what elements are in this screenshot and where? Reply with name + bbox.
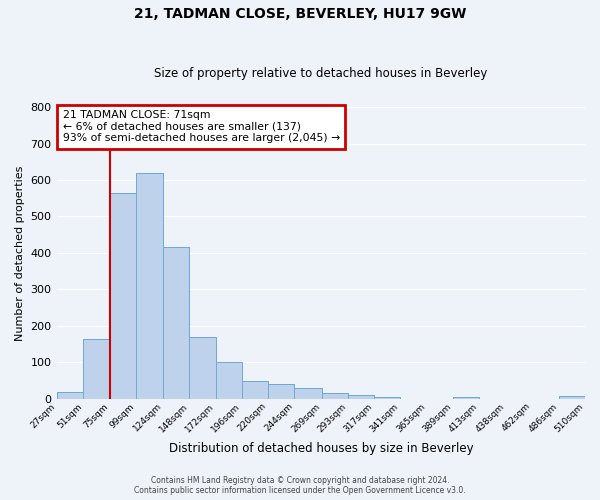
Text: 21, TADMAN CLOSE, BEVERLEY, HU17 9GW: 21, TADMAN CLOSE, BEVERLEY, HU17 9GW (134, 8, 466, 22)
Bar (559, 396, 585, 399)
Bar (110, 193, 136, 399)
Bar (322, 394, 348, 399)
Bar (136, 172, 163, 399)
Bar (348, 395, 374, 399)
Bar (190, 337, 215, 399)
Bar (163, 248, 190, 399)
Bar (57, 392, 83, 399)
Bar (83, 338, 110, 399)
Bar (295, 388, 322, 399)
Bar (215, 362, 242, 399)
Bar (559, 396, 585, 399)
Bar (242, 380, 268, 399)
Bar (190, 337, 215, 399)
Text: 21 TADMAN CLOSE: 71sqm
← 6% of detached houses are smaller (137)
93% of semi-det: 21 TADMAN CLOSE: 71sqm ← 6% of detached … (62, 110, 340, 143)
Bar (110, 193, 136, 399)
Bar (322, 394, 348, 399)
Bar (295, 388, 322, 399)
Bar (374, 397, 400, 399)
Bar (268, 384, 295, 399)
Text: Contains HM Land Registry data © Crown copyright and database right 2024.
Contai: Contains HM Land Registry data © Crown c… (134, 476, 466, 495)
Bar (348, 395, 374, 399)
Bar (268, 384, 295, 399)
Bar (215, 362, 242, 399)
Bar (136, 172, 163, 399)
Bar (163, 248, 190, 399)
Bar (83, 338, 110, 399)
Y-axis label: Number of detached properties: Number of detached properties (15, 165, 25, 340)
Bar (57, 392, 83, 399)
Title: Size of property relative to detached houses in Beverley: Size of property relative to detached ho… (154, 66, 488, 80)
X-axis label: Distribution of detached houses by size in Beverley: Distribution of detached houses by size … (169, 442, 473, 455)
Bar (242, 380, 268, 399)
Bar (453, 397, 479, 399)
Bar (453, 397, 479, 399)
Bar (374, 397, 400, 399)
